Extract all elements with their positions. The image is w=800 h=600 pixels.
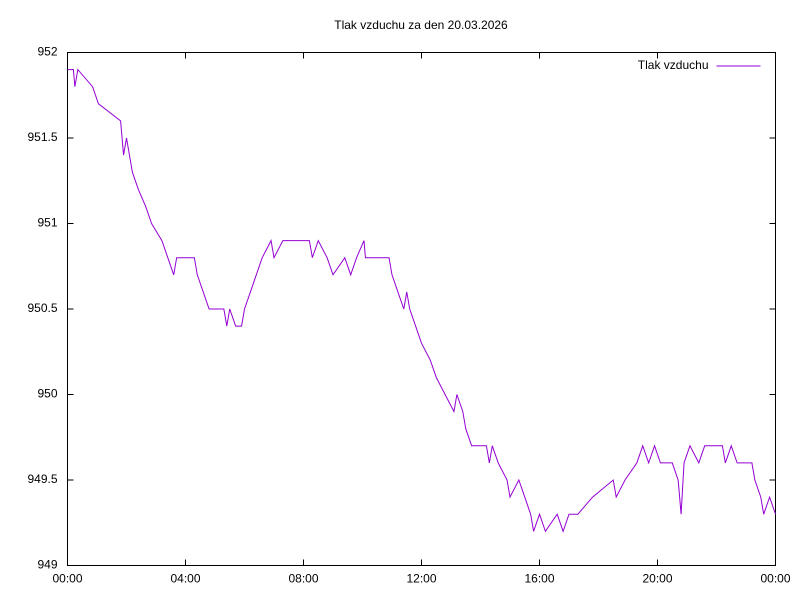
x-tick-label: 08:00 bbox=[288, 572, 318, 586]
legend-label: Tlak vzduchu bbox=[638, 58, 709, 72]
x-tick-label: 04:00 bbox=[170, 572, 200, 586]
x-tick-label: 12:00 bbox=[406, 572, 436, 586]
y-tick-label: 951.5 bbox=[27, 130, 57, 144]
chart-title: Tlak vzduchu za den 20.03.2026 bbox=[334, 18, 508, 32]
x-tick-label: 00:00 bbox=[52, 572, 82, 586]
x-tick-label: 20:00 bbox=[642, 572, 672, 586]
y-tick-label: 949 bbox=[37, 558, 57, 572]
y-tick-label: 950 bbox=[37, 387, 57, 401]
x-tick-label: 00:00 bbox=[760, 572, 790, 586]
y-tick-label: 952 bbox=[37, 45, 57, 59]
x-tick-label: 16:00 bbox=[524, 572, 554, 586]
y-tick-label: 949.5 bbox=[27, 472, 57, 486]
y-tick-label: 950.5 bbox=[27, 301, 57, 315]
data-line bbox=[67, 68, 776, 533]
y-tick-label: 951 bbox=[37, 216, 57, 230]
